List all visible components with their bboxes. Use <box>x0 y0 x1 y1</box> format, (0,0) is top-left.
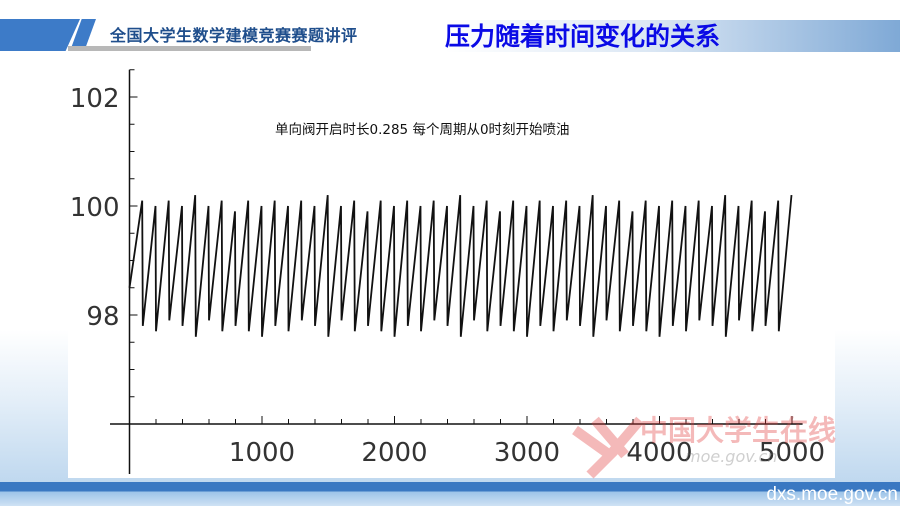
header-accent-bar <box>0 19 80 51</box>
slide-subtitle: 全国大学生数学建模竞赛赛题讲评 <box>110 26 358 45</box>
watermark-url: moe.gov.cn <box>685 447 777 466</box>
slide-title: 压力随着时间变化的关系 <box>445 22 721 51</box>
x-tick-label: 3000 <box>494 438 560 468</box>
x-tick-label: 2000 <box>361 438 427 468</box>
series-line <box>128 195 793 337</box>
watermark-mark-icon <box>572 416 644 479</box>
title-background <box>445 20 900 52</box>
x-tick-label: 5000 <box>759 438 825 468</box>
watermark-logo: 中国大学生在线 moe.gov.cn <box>572 414 836 479</box>
footer-bar <box>0 482 900 506</box>
watermark-text: 中国大学生在线 <box>640 414 836 447</box>
chart-annotation: 单向阀开启时长0.285 每个周期从0时刻开始喷油 <box>275 122 570 138</box>
y-tick-label: 100 <box>70 193 120 223</box>
x-tick-label: 4000 <box>626 438 692 468</box>
footer-url: dxs.moe.gov.cn <box>766 484 898 505</box>
y-tick-label: 102 <box>70 84 120 114</box>
header-underline <box>68 46 311 51</box>
x-tick-label: 1000 <box>229 438 295 468</box>
y-tick-label: 98 <box>86 302 119 332</box>
